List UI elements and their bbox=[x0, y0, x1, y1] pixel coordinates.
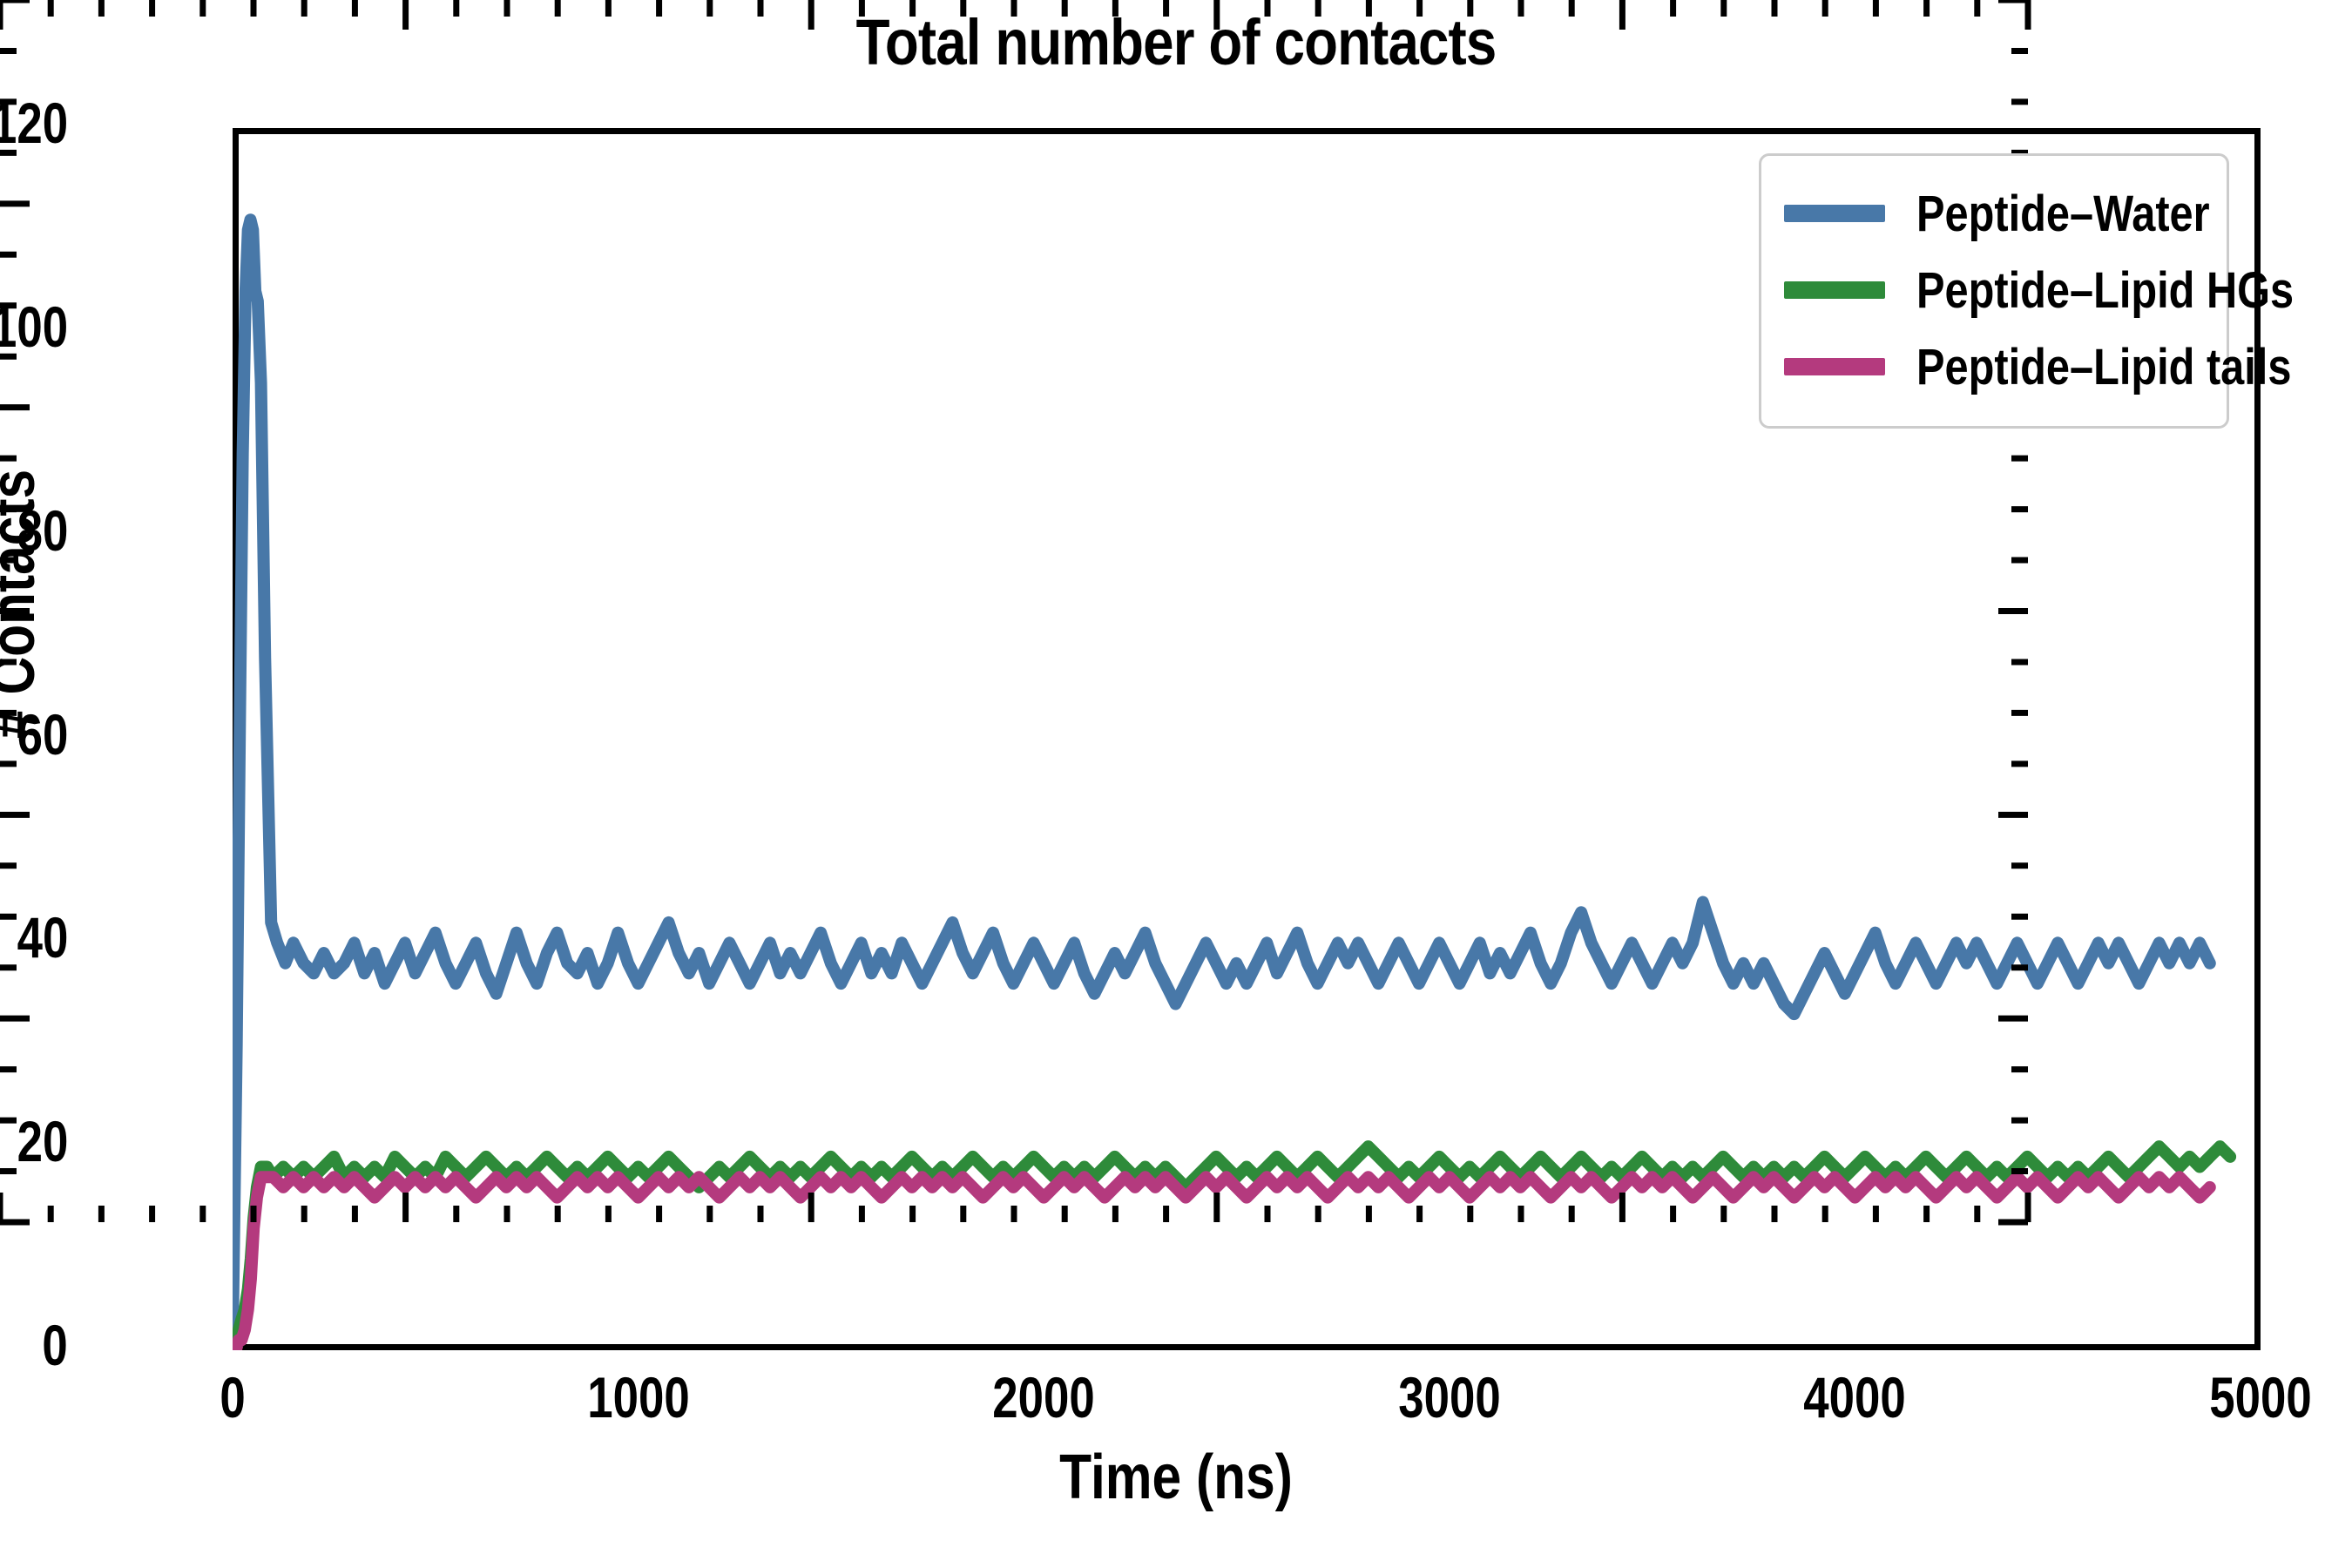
legend-item[interactable]: Peptide–Lipid tails bbox=[1784, 328, 2291, 405]
x-tick-label: 1000 bbox=[586, 1365, 690, 1429]
legend-color-swatch bbox=[1784, 281, 1885, 299]
series-line-2 bbox=[233, 1171, 2216, 1350]
legend-item[interactable]: Peptide–Lipid HGs bbox=[1784, 252, 2294, 328]
y-tick-label: 100 bbox=[0, 294, 68, 359]
series-line-0 bbox=[233, 213, 2216, 1347]
y-tick-label: 0 bbox=[42, 1313, 68, 1377]
x-tick-label: 4000 bbox=[1803, 1365, 1907, 1429]
x-tick-label: 3000 bbox=[1398, 1365, 1501, 1429]
legend-label: Peptide–Lipid tails bbox=[1916, 338, 2292, 395]
legend-label: Peptide–Lipid HGs bbox=[1916, 261, 2295, 319]
y-tick-label: 60 bbox=[17, 701, 68, 767]
y-tick-label: 120 bbox=[0, 91, 68, 155]
y-tick-label: 20 bbox=[17, 1109, 68, 1174]
legend-label: Peptide–Water bbox=[1916, 185, 2210, 242]
chart-title: Total number of contacts bbox=[855, 6, 1497, 78]
x-tick-label: 2000 bbox=[992, 1365, 1095, 1429]
series-line-1 bbox=[233, 1140, 2237, 1350]
x-axis-label: Time (ns) bbox=[1059, 1443, 1293, 1512]
legend-item[interactable]: Peptide–Water bbox=[1784, 175, 2210, 252]
x-tick-label: 5000 bbox=[2209, 1365, 2312, 1429]
x-tick-label: 0 bbox=[220, 1365, 246, 1429]
legend-color-swatch bbox=[1784, 205, 1885, 222]
chart-legend: Peptide–Water Peptide–Lipid HGs Peptide–Li… bbox=[1759, 153, 2294, 429]
y-tick-label: 80 bbox=[17, 497, 68, 563]
legend-color-swatch bbox=[1784, 358, 1885, 375]
series-layer bbox=[233, 213, 2237, 1350]
y-tick-label: 40 bbox=[17, 905, 68, 970]
